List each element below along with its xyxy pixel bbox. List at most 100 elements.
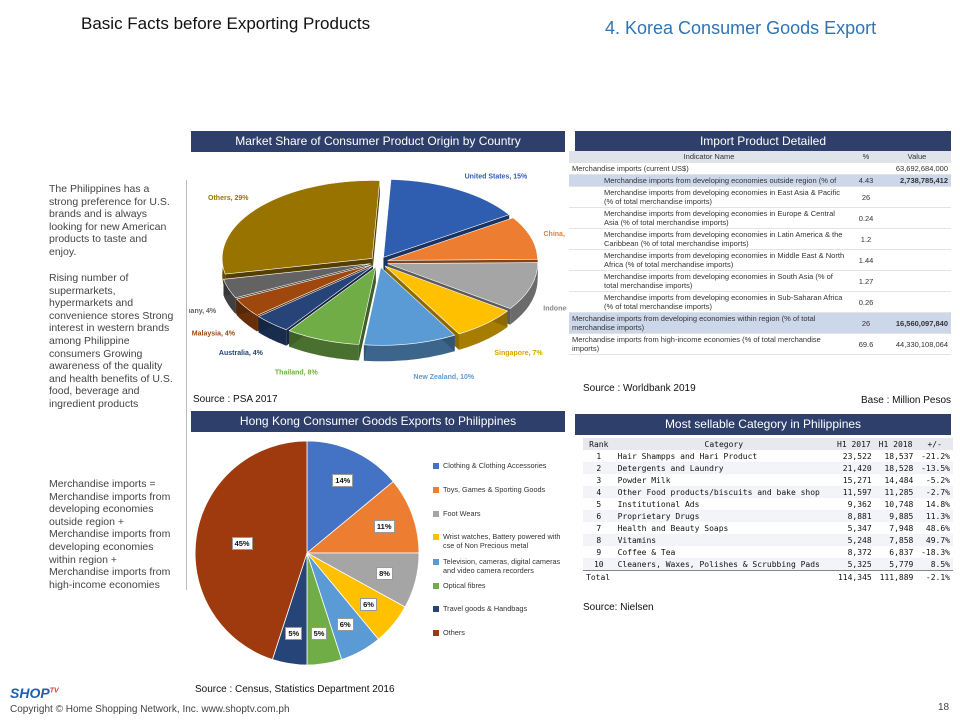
sellable-cell-h1-2018: 7,948 — [889, 523, 914, 533]
hk-legend-label: Travel goods & Handbags — [443, 604, 528, 613]
import-table-source: Source : Worldbank 2019 — [583, 383, 696, 394]
import-cell-pct: 0.24 — [858, 213, 874, 223]
import-row: Merchandise imports from high-income eco… — [569, 334, 951, 355]
sellable-cell-h1-2018: 11,285 — [874, 486, 917, 498]
import-cell-pct: 1.27 — [858, 276, 874, 286]
import-cell-pct: 1.44 — [858, 255, 874, 265]
import-cell-value: 44,330,108,064 — [895, 339, 948, 349]
sellable-cell-category: Institutional Ads — [617, 499, 700, 509]
sellable-cell-rank: 7 — [596, 523, 602, 533]
hk-pie-data-label: 11% — [373, 519, 395, 533]
sellable-cell-h1-2017: 5,325 — [833, 558, 875, 571]
copyright: Copyright © Home Shopping Network, Inc. … — [10, 704, 290, 715]
sellable-cell-category: Hair Shampps and Hari Product — [617, 451, 758, 461]
sellable-row: 8 Vitamins 5,248 7,858 49.7% — [583, 534, 953, 546]
import-cell-value: 16,560,097,840 — [883, 312, 951, 334]
import-cell-value — [883, 229, 951, 250]
sidebar-paragraph-3: Merchandise imports = Merchandise import… — [49, 478, 171, 591]
sellable-total-cell: 111,889 — [874, 570, 917, 583]
sellable-cell-h1-2017: 23,522 — [842, 451, 872, 461]
hk-pie-data-label: 6% — [336, 617, 354, 631]
market-share-label: China, 9% — [544, 231, 568, 238]
import-cell-pct — [849, 163, 883, 175]
sellable-cell-change: -18.3% — [921, 547, 950, 557]
market-share-label: Singapore, 7% — [494, 350, 543, 357]
sellable-cell-rank: 6 — [583, 510, 615, 522]
hk-pie-slice — [305, 481, 420, 554]
hk-legend-swatch — [433, 583, 439, 589]
market-share-source: Source : PSA 2017 — [193, 394, 278, 405]
sellable-cell-h1-2017: 9,362 — [847, 499, 872, 509]
import-cell-pct: 26 — [861, 192, 871, 202]
hk-legend-item: Others — [433, 628, 563, 637]
import-cell-pct: 0.26 — [858, 297, 874, 307]
import-cell-value — [883, 292, 951, 313]
sellable-row: 3 Powder Milk 15,271 14,484 -5.2% — [583, 474, 953, 486]
sellable-cell-h1-2018: 6,837 — [889, 547, 914, 557]
market-share-label: Malaysia, 4% — [192, 331, 236, 338]
hk-pie-data-label: 14% — [332, 474, 354, 487]
sellable-col-h1-2018: H1 2018 — [874, 438, 917, 450]
sellable-row: 1 Hair Shampps and Hari Product 23,522 18,5… — [583, 450, 953, 462]
import-cell-name: Merchandise imports from developing econ… — [569, 174, 849, 187]
import-cell-value: 63,692,684,000 — [895, 164, 948, 173]
sellable-cell-category: Powder Milk — [617, 475, 671, 485]
market-share-label: Indonesia, 10% — [543, 306, 567, 313]
hk-legend-item: Clothing & Clothing Accessories — [433, 461, 563, 470]
sellable-col-category: Category — [614, 438, 834, 450]
sellable-total-cell — [614, 570, 834, 583]
sellable-cell-h1-2018: 5,779 — [874, 558, 917, 571]
import-table-header: Import Product Detailed — [575, 131, 951, 152]
sellable-col-h1-2017: H1 2017 — [833, 438, 875, 450]
import-cell-value: 2,738,785,412 — [883, 174, 951, 187]
sellable-cell-rank: 4 — [583, 486, 615, 498]
market-share-label: United States, 15% — [465, 173, 528, 180]
import-cell-name: Merchandise imports from developing econ… — [569, 312, 849, 334]
hk-legend-item: Travel goods & Handbags — [433, 604, 563, 613]
page-title: Basic Facts before Exporting Products — [81, 14, 371, 33]
sellable-cell-change: -13.5% — [916, 462, 953, 474]
import-cell-name: Merchandise imports from developing econ… — [604, 209, 835, 227]
sidebar-paragraph-1: The Philippines has a strong preference … — [49, 183, 170, 258]
market-share-slice — [288, 266, 377, 361]
sellable-row: 6 Proprietary Drugs 8,881 9,885 11.3% — [583, 510, 953, 522]
hk-pie-slice — [194, 440, 308, 661]
sellable-cell-h1-2017: 5,248 — [833, 534, 875, 546]
hk-legend-label: Wrist watches, Battery powered with cse … — [443, 532, 561, 550]
sellable-cell-category: Cleaners, Waxes, Polishes & Scrubbing Pa… — [614, 558, 834, 571]
market-share-label: Germany, 4% — [189, 308, 217, 315]
hk-legend-item: Toys, Games & Sporting Goods — [433, 485, 563, 494]
sellable-total-cell: Total — [583, 570, 615, 583]
sellable-col-rank: Rank — [583, 438, 615, 450]
sellable-cell-h1-2018: 14,484 — [884, 475, 914, 485]
hk-pie-data-label: 45% — [231, 536, 253, 550]
import-cell-pct: 26 — [849, 312, 883, 334]
import-cell-pct: 1.2 — [860, 234, 872, 244]
hk-pie-data-label: 8% — [376, 567, 393, 581]
sellable-cell-change: 11.3% — [916, 510, 953, 522]
import-row: Merchandise imports from developing econ… — [569, 292, 951, 313]
sellable-cell-rank: 8 — [583, 534, 615, 546]
import-cell-name: Merchandise imports (current US$) — [572, 164, 689, 173]
sellable-cell-change: 49.7% — [916, 534, 953, 546]
sellable-row: 7 Health and Beauty Soaps 5,347 7,948 48.6% — [583, 522, 953, 534]
import-cell-name: Merchandise imports from developing econ… — [604, 293, 843, 311]
market-share-label: New Zealand, 10% — [413, 374, 474, 381]
page-number: 18 — [938, 702, 950, 713]
sellable-cell-h1-2017: 5,347 — [847, 523, 872, 533]
hk-pie-slice — [306, 440, 394, 554]
hk-legend-swatch — [433, 534, 439, 540]
import-cell-name: Merchandise imports from developing econ… — [604, 230, 843, 248]
sellable-cell-rank: 3 — [596, 475, 602, 485]
import-row: Merchandise imports from developing econ… — [569, 312, 951, 334]
sellable-cell-change: 48.6% — [925, 523, 950, 533]
sellable-cell-category: Proprietary Drugs — [614, 510, 834, 522]
market-share-pie: United States, 15% China, 9% Indonesia, 10… — [189, 173, 567, 381]
sellable-cell-h1-2017: 15,271 — [842, 475, 872, 485]
sellable-cell-h1-2017: 8,881 — [833, 510, 875, 522]
sidebar-paragraph-2: Rising number of supermarkets, hypermark… — [49, 272, 174, 410]
sellable-cell-change: -5.2% — [925, 475, 950, 485]
sellable-cell-change: -2.7% — [916, 486, 953, 498]
market-share-labels: United States, 15% China, 9% Indonesia, 10… — [189, 173, 567, 381]
sellable-cell-rank: 10 — [583, 558, 615, 571]
